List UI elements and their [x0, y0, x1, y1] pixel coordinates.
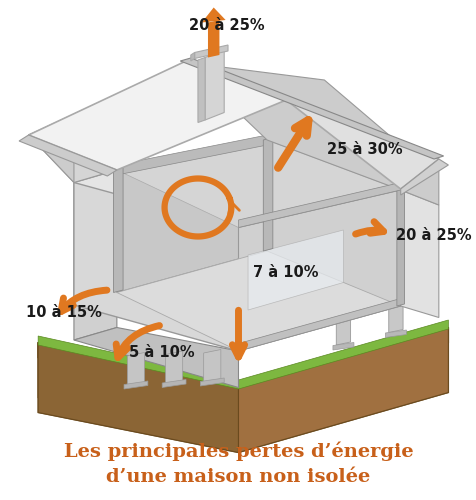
Polygon shape [336, 290, 350, 345]
Polygon shape [186, 62, 438, 205]
Text: 20 à 25%: 20 à 25% [188, 18, 264, 32]
Polygon shape [74, 292, 117, 340]
Polygon shape [396, 188, 404, 306]
Polygon shape [400, 159, 447, 195]
Polygon shape [117, 140, 267, 292]
Text: 20 à 25%: 20 à 25% [395, 228, 471, 242]
Polygon shape [74, 170, 117, 305]
Polygon shape [74, 182, 238, 351]
Polygon shape [38, 320, 447, 389]
Polygon shape [400, 190, 438, 318]
Polygon shape [74, 328, 238, 388]
Polygon shape [200, 378, 224, 386]
Polygon shape [38, 342, 238, 438]
Polygon shape [186, 61, 438, 189]
Polygon shape [29, 62, 186, 182]
Polygon shape [117, 251, 400, 351]
Text: Les principales pertes d’énergie
d’une maison non isolée: Les principales pertes d’énergie d’une m… [64, 442, 412, 486]
Polygon shape [127, 352, 144, 386]
Polygon shape [332, 342, 353, 350]
Polygon shape [29, 61, 286, 170]
Text: 10 à 15%: 10 à 15% [26, 305, 102, 320]
Polygon shape [238, 298, 400, 351]
Polygon shape [388, 278, 402, 332]
Polygon shape [38, 328, 447, 402]
Polygon shape [180, 58, 443, 159]
Polygon shape [194, 45, 228, 59]
Text: 5 à 10%: 5 à 10% [129, 345, 194, 360]
Polygon shape [208, 20, 219, 58]
Polygon shape [117, 140, 400, 228]
Polygon shape [385, 330, 406, 338]
Polygon shape [124, 381, 148, 389]
Polygon shape [248, 230, 343, 310]
Polygon shape [162, 380, 186, 388]
Polygon shape [238, 190, 400, 351]
Polygon shape [238, 328, 447, 452]
Polygon shape [29, 120, 74, 182]
Text: 25 à 30%: 25 à 30% [326, 142, 402, 158]
Polygon shape [198, 58, 205, 122]
Polygon shape [190, 52, 194, 61]
Polygon shape [113, 168, 123, 292]
Polygon shape [203, 350, 220, 383]
Polygon shape [38, 342, 238, 452]
Polygon shape [205, 50, 224, 120]
Polygon shape [263, 138, 272, 251]
Polygon shape [165, 351, 182, 384]
Polygon shape [117, 135, 267, 175]
Polygon shape [201, 8, 225, 22]
Text: 7 à 10%: 7 à 10% [252, 265, 317, 280]
Polygon shape [19, 135, 117, 176]
Polygon shape [238, 182, 400, 228]
Polygon shape [38, 328, 447, 452]
